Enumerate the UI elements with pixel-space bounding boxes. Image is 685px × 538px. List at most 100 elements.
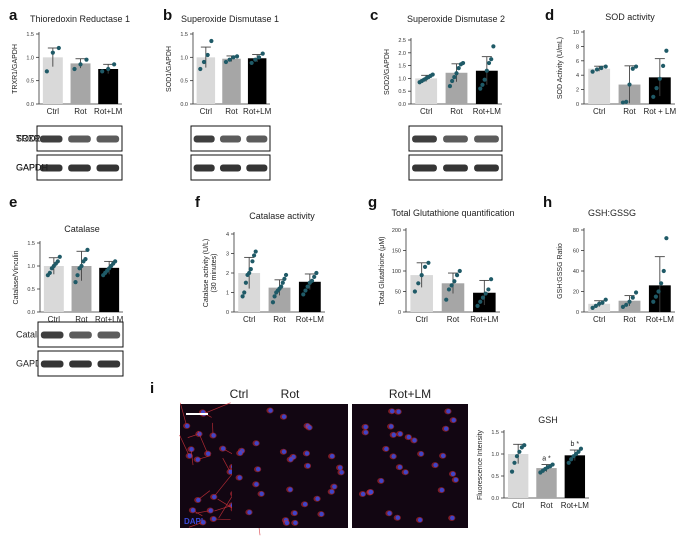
data-point	[79, 263, 84, 269]
data-point	[272, 294, 277, 299]
data-point	[234, 54, 240, 59]
nucleus	[220, 446, 226, 451]
y-tick-label: 2.0	[398, 51, 406, 57]
y-tick-label: 1.0	[180, 55, 188, 61]
nucleus	[254, 482, 259, 487]
nucleus	[417, 517, 423, 523]
chart-a: a Thioredoxin Reductase 1 0.0 0.5 1.0 1.5 TRXR…	[9, 7, 130, 181]
bar-rot	[222, 58, 241, 104]
data-point	[279, 284, 284, 289]
y-tick-label: 0.5	[180, 79, 188, 85]
x-tick-label: Rot+LM	[243, 107, 272, 116]
nucleus	[368, 489, 374, 495]
y-tick-label: 1.5	[180, 32, 188, 38]
data-point	[78, 62, 83, 67]
data-point	[242, 290, 247, 295]
data-point	[590, 305, 595, 310]
bar-ctrl	[43, 266, 64, 312]
y-tick-label: 1.5	[398, 64, 406, 70]
data-point	[509, 469, 515, 474]
nucleus	[228, 469, 233, 475]
nucleus	[446, 409, 451, 414]
data-point	[85, 247, 90, 252]
nucleus	[304, 451, 310, 456]
data-point	[480, 295, 486, 300]
blot-label: GAPDH	[16, 163, 48, 173]
y-tick-label: 0.0	[491, 496, 499, 502]
chart-f: f Catalase activity 0 1 2 3 4 Catalase activity…	[195, 194, 325, 324]
blot-label: Catalase	[16, 330, 52, 340]
data-point	[201, 59, 207, 65]
data-point	[578, 446, 584, 451]
x-tick-label: Ctrl	[243, 315, 256, 324]
data-point	[301, 292, 306, 297]
data-point	[484, 68, 489, 73]
nucleus	[388, 424, 394, 429]
x-tick-label: Rot	[74, 107, 87, 116]
blot-band	[39, 164, 63, 172]
panel-letter: c	[370, 7, 378, 24]
x-tick-label: Ctrl	[593, 107, 606, 116]
data-point	[416, 281, 421, 286]
nucleus	[398, 431, 403, 437]
data-point	[633, 64, 639, 69]
chart-title: GSH:GSSG	[588, 208, 636, 218]
data-point	[280, 280, 285, 285]
y-axis-label: SOD Activity (U/mL)	[557, 37, 564, 99]
data-point	[47, 270, 52, 275]
nucleus	[259, 491, 264, 497]
data-point	[664, 236, 669, 241]
cell-process	[203, 402, 231, 415]
data-point	[251, 253, 257, 258]
y-tick-label: 0	[226, 310, 229, 316]
x-tick-label: Rot+LM	[561, 501, 590, 510]
data-point	[205, 52, 210, 58]
bar-rot	[71, 266, 92, 312]
data-point	[483, 291, 488, 296]
bar-rot	[268, 287, 291, 312]
nucleus	[391, 454, 396, 459]
data-point	[659, 281, 664, 286]
blot-band	[97, 331, 121, 339]
blot-band	[40, 360, 64, 368]
nucleus	[396, 409, 401, 414]
data-point	[270, 300, 276, 305]
x-tick-label: Ctrl	[512, 501, 525, 510]
y-tick-label: 4	[226, 232, 229, 238]
micrograph-rot: Rot	[232, 387, 348, 528]
x-tick-label: Rot+LM	[470, 315, 499, 324]
nucleus	[211, 516, 217, 522]
data-point	[657, 76, 662, 81]
blot-label: SOD2	[16, 134, 41, 144]
cell-process	[179, 402, 188, 427]
y-tick-label: 1.0	[491, 452, 499, 458]
data-point	[550, 462, 555, 467]
y-tick-label: 200	[392, 228, 401, 234]
nucleus	[379, 478, 384, 484]
x-tick-label: Rot+LM	[473, 107, 502, 116]
nucleus	[208, 508, 213, 513]
nucleus	[397, 464, 403, 470]
nucleus	[288, 487, 293, 492]
chart-i: i GSH 0.0 0.5 1.0 1.5 Fluorescence Intensity Ct…	[150, 380, 589, 510]
data-point	[514, 454, 520, 459]
data-point	[654, 86, 659, 91]
nucleus	[307, 425, 312, 430]
data-point	[231, 55, 236, 60]
chart-title: Catalase	[64, 224, 100, 234]
bar-ctrl	[238, 273, 261, 312]
nucleus	[406, 434, 412, 440]
nucleus	[412, 438, 417, 443]
data-point	[57, 254, 62, 259]
nucleus	[332, 484, 337, 489]
x-tick-label: Ctrl	[420, 107, 433, 116]
chart-title: Catalase activity	[249, 211, 315, 221]
nucleus	[195, 457, 200, 462]
data-point	[100, 69, 105, 74]
y-tick-label: 1.5	[26, 32, 34, 38]
data-point	[227, 57, 232, 62]
blot-band	[219, 135, 242, 143]
blot-band	[246, 164, 268, 172]
nucleus	[391, 432, 396, 438]
data-point	[452, 75, 457, 80]
